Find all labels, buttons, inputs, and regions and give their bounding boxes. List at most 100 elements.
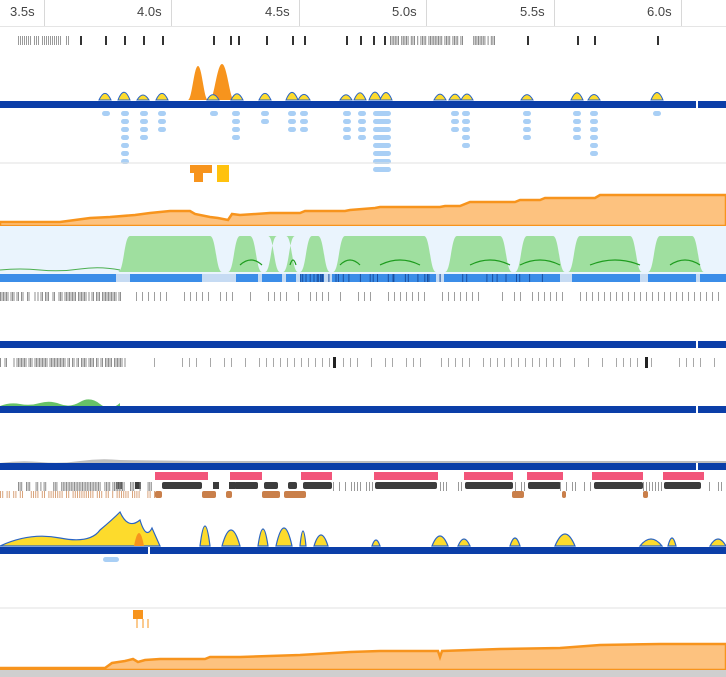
- thread-tick: [61, 292, 63, 301]
- marker-tick: [77, 482, 79, 491]
- thread-tick: [350, 358, 351, 367]
- sample-spike: [587, 94, 601, 101]
- event-dot: [373, 167, 391, 172]
- sample-spike: [257, 528, 269, 547]
- marker-tick: [339, 482, 340, 491]
- marker-tick: [133, 482, 135, 491]
- marker-tick: [19, 491, 21, 498]
- marker-tick: [44, 491, 45, 498]
- thread-activity-bar[interactable]: [0, 547, 726, 554]
- sample-spike: [708, 538, 726, 547]
- thread-tick: [645, 357, 648, 368]
- thread-tick: [118, 292, 120, 301]
- memory-area-graph[interactable]: [0, 193, 726, 228]
- tick-label-2: 4.5s: [265, 4, 290, 19]
- activity-tick: [213, 36, 215, 45]
- marker-tick: [33, 491, 34, 498]
- thread-tick: [546, 358, 547, 367]
- marker-ticks-track[interactable]: [0, 482, 722, 498]
- horizontal-scrollbar[interactable]: [0, 670, 726, 677]
- activity-tick: [406, 36, 407, 45]
- thread-tick: [105, 292, 106, 301]
- thread-tick: [562, 292, 563, 301]
- activity-tick: [394, 36, 396, 45]
- thread-tick: [30, 358, 31, 367]
- thread-activity-bar[interactable]: [0, 101, 726, 108]
- thread-tick: [85, 292, 87, 301]
- marker-tick: [91, 482, 93, 491]
- marker-tick: [8, 491, 10, 498]
- thread-marker-track-2[interactable]: [0, 292, 719, 301]
- thread-tick: [448, 358, 449, 367]
- marker-tick: [104, 482, 106, 491]
- thread-tick: [392, 358, 393, 367]
- activity-marker-track[interactable]: [18, 36, 659, 45]
- marker-pink: [301, 472, 332, 480]
- marker-tick: [62, 482, 64, 491]
- frame-block: [130, 274, 202, 282]
- marker-tick: [82, 482, 83, 491]
- thread-tick: [88, 292, 90, 301]
- event-dot: [343, 135, 351, 140]
- thread-tick: [497, 358, 498, 367]
- activity-tick: [360, 36, 362, 45]
- marker-tick: [35, 491, 37, 498]
- thread-tick: [623, 358, 624, 367]
- marker-tick: [130, 482, 131, 491]
- event-dot: [102, 111, 110, 116]
- thread-tick: [371, 358, 372, 367]
- marker-tick: [372, 482, 373, 491]
- marker-tick: [360, 482, 361, 491]
- sample-spike: [554, 533, 576, 547]
- cpu-trace: [379, 259, 421, 266]
- frame-divider: [492, 274, 494, 282]
- thread-tick: [3, 292, 4, 301]
- sample-graph-track[interactable]: [98, 64, 664, 101]
- time-ruler[interactable]: 3.5s 4.0s 4.5s 5.0s 5.5s 6.0s: [0, 0, 726, 27]
- thread-activity-bar[interactable]: [0, 406, 726, 413]
- thread-tick: [120, 292, 121, 301]
- sample-graph-track-2[interactable]: [0, 510, 726, 547]
- marker-tick: [86, 482, 88, 491]
- marker-tick: [112, 491, 114, 498]
- cpu-usage-graph[interactable]: [118, 236, 704, 272]
- marker-tick: [458, 482, 459, 491]
- marker-tick: [70, 482, 72, 491]
- activity-tick: [414, 36, 415, 45]
- cpu-trace: [289, 259, 297, 266]
- thread-tick: [308, 358, 309, 367]
- frame-divider: [428, 274, 430, 282]
- frame-divider: [342, 274, 344, 282]
- thread-activity-bar[interactable]: [0, 463, 726, 470]
- event-dot-track[interactable]: [102, 111, 661, 172]
- memory-area-graph[interactable]: [0, 642, 726, 672]
- marker-tick: [19, 482, 21, 491]
- thread-tick: [610, 292, 611, 301]
- activity-tick: [390, 36, 391, 45]
- activity-tick: [657, 36, 659, 45]
- gc-marker-track[interactable]: [190, 165, 229, 182]
- network-marker-track[interactable]: [116, 472, 704, 489]
- frame-divider: [300, 274, 302, 282]
- thread-tick: [266, 358, 267, 367]
- activity-tick: [494, 36, 495, 45]
- activity-tick: [143, 36, 145, 45]
- marker-tick: [52, 491, 54, 498]
- thread-tick: [333, 357, 336, 368]
- thread-tick: [472, 292, 473, 301]
- thread-marker-track-3[interactable]: [0, 357, 715, 368]
- thread-bar-gap: [696, 463, 698, 470]
- marker-tick: [127, 491, 129, 498]
- thread-activity-bar[interactable]: [0, 341, 726, 348]
- activity-tick: [482, 36, 484, 45]
- thread-tick: [550, 292, 551, 301]
- marker-tick: [53, 482, 55, 491]
- event-dot: [121, 151, 129, 156]
- thread-tick: [42, 292, 43, 301]
- marker-tick: [13, 491, 15, 498]
- thread-tick: [21, 358, 22, 367]
- frame-track[interactable]: [0, 274, 726, 282]
- marker-tick: [37, 482, 39, 491]
